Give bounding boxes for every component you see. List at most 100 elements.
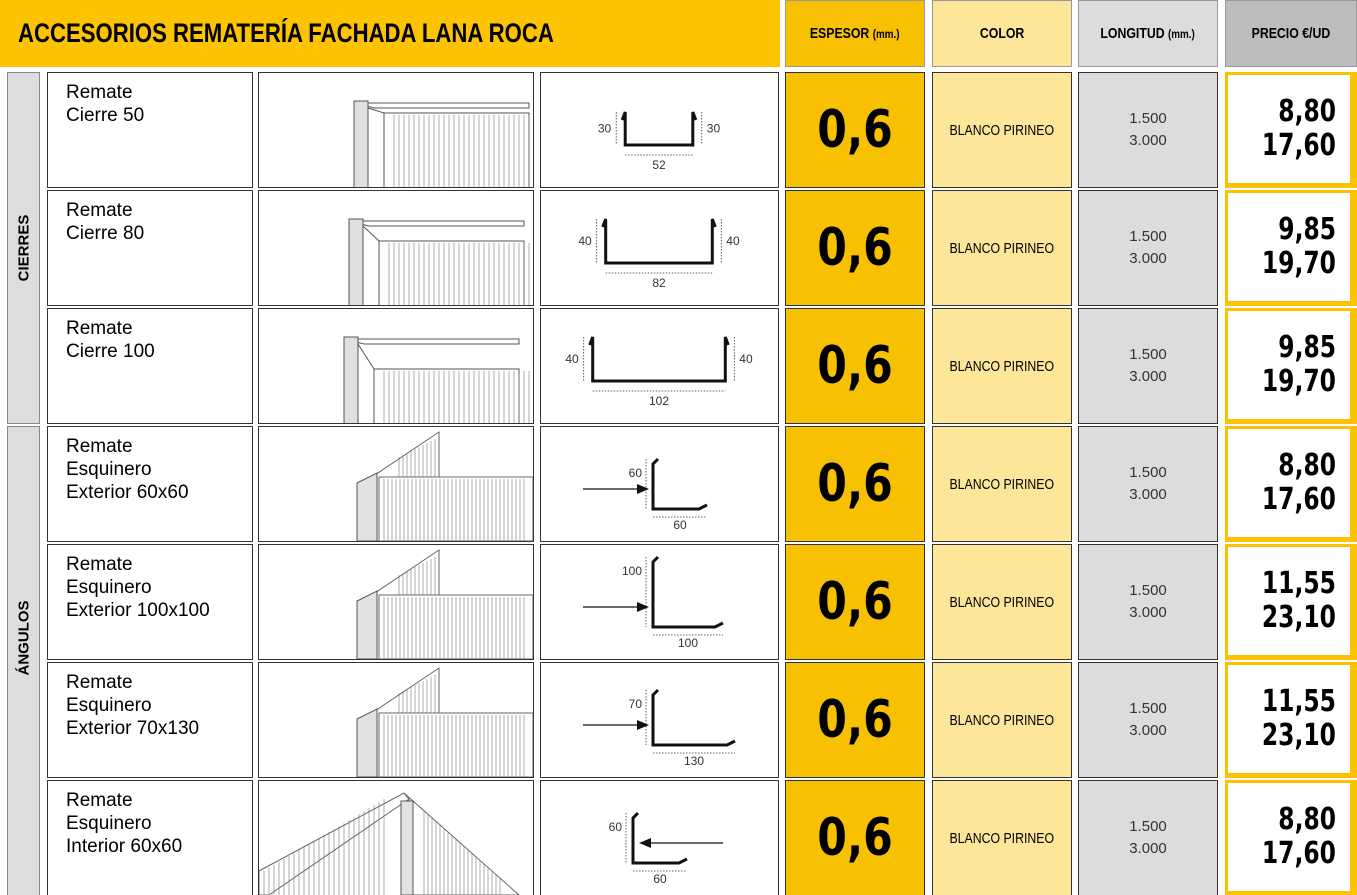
profile-cell: 30 30 52 bbox=[540, 72, 779, 188]
name-cell: Remate Esquinero Exterior 100x100 bbox=[47, 544, 253, 660]
thickness: 0,6 bbox=[817, 808, 893, 868]
column-header: LONGITUD (mm.) bbox=[1078, 0, 1218, 67]
price: 23,10 bbox=[1261, 600, 1336, 635]
image-cell bbox=[258, 426, 534, 542]
profile-drawing: 40 40 82 bbox=[578, 218, 740, 290]
profile bbox=[651, 457, 708, 511]
thickness-cell: 0,6 bbox=[785, 426, 925, 542]
price-cell: 11,55 23,10 bbox=[1225, 544, 1357, 660]
profile-drawing: 30 30 52 bbox=[598, 111, 720, 172]
trim bbox=[353, 100, 369, 187]
product-name-line: Cierre 100 bbox=[66, 341, 155, 362]
profile-cell: 40 40 102 bbox=[540, 308, 779, 424]
column-header-text: PRECIO €/UD bbox=[1252, 25, 1331, 42]
product-name-line: Esquinero bbox=[66, 577, 152, 598]
column-header: COLOR bbox=[932, 0, 1072, 67]
arrow-head bbox=[639, 838, 651, 848]
price: 8,80 bbox=[1278, 94, 1336, 129]
length-cell: 1.500 3.000 bbox=[1078, 544, 1218, 660]
illustration bbox=[356, 667, 533, 777]
thickness: 0,6 bbox=[817, 454, 893, 514]
arrow-head bbox=[637, 720, 649, 730]
dimension-label: 40 bbox=[726, 234, 740, 248]
image-cell bbox=[258, 72, 534, 188]
column-header-text: COLOR bbox=[980, 25, 1024, 42]
column-unit: (mm.) bbox=[1168, 27, 1196, 41]
length: 3.000 bbox=[1129, 722, 1167, 739]
group-band: CIERRES bbox=[7, 72, 40, 424]
length-cell: 1.500 3.000 bbox=[1078, 190, 1218, 306]
length: 1.500 bbox=[1129, 464, 1167, 481]
profile-drawing: 100 100 bbox=[583, 555, 724, 650]
name-cell: Remate Cierre 100 bbox=[47, 308, 253, 424]
price: 17,60 bbox=[1261, 482, 1336, 517]
arrow-head bbox=[637, 484, 649, 494]
image-cell bbox=[258, 544, 534, 660]
trim-edge bbox=[357, 343, 375, 370]
length-cell: 1.500 3.000 bbox=[1078, 308, 1218, 424]
price-cell: 9,85 19,70 bbox=[1225, 190, 1357, 306]
color-cell: BLANCO PIRINEO bbox=[932, 662, 1072, 778]
column-label: ESPESOR bbox=[810, 25, 870, 42]
thickness: 0,6 bbox=[817, 336, 893, 396]
dimension-label: 52 bbox=[652, 158, 666, 172]
color-cell: BLANCO PIRINEO bbox=[932, 190, 1072, 306]
price: 9,85 bbox=[1278, 212, 1336, 247]
thickness-cell: 0,6 bbox=[785, 662, 925, 778]
color-name: BLANCO PIRINEO bbox=[949, 475, 1055, 493]
trim-edge bbox=[362, 225, 380, 242]
name-cell: Remate Esquinero Interior 60x60 bbox=[47, 780, 253, 895]
thickness: 0,6 bbox=[817, 572, 893, 632]
product-name-line: Remate bbox=[66, 554, 133, 575]
dimension-label: 82 bbox=[652, 276, 666, 290]
price: 23,10 bbox=[1261, 718, 1336, 753]
product-name-line: Exterior 70x130 bbox=[66, 718, 200, 739]
thickness: 0,6 bbox=[817, 218, 893, 278]
column-header: ESPESOR (mm.) bbox=[785, 0, 925, 67]
product-name-line: Interior 60x60 bbox=[66, 836, 183, 857]
illustration bbox=[356, 431, 533, 541]
price-cell: 8,80 17,60 bbox=[1225, 72, 1357, 188]
length: 3.000 bbox=[1129, 250, 1167, 267]
thickness-cell: 0,6 bbox=[785, 72, 925, 188]
image-cell bbox=[258, 780, 534, 895]
illustration bbox=[348, 218, 530, 305]
column-unit: (mm.) bbox=[873, 27, 900, 41]
color-name: BLANCO PIRINEO bbox=[949, 357, 1055, 375]
price: 17,60 bbox=[1261, 128, 1336, 163]
length: 3.000 bbox=[1129, 368, 1167, 385]
product-name-line: Exterior 60x60 bbox=[66, 482, 189, 503]
title-bar: ACCESORIOS REMATERÍA FACHADA LANA ROCA bbox=[0, 0, 780, 67]
dimension-label: 40 bbox=[739, 352, 753, 366]
price: 19,70 bbox=[1261, 246, 1336, 281]
image-cell bbox=[258, 662, 534, 778]
name-cell: Remate Esquinero Exterior 70x130 bbox=[47, 662, 253, 778]
product-name-line: Remate bbox=[66, 200, 133, 221]
price: 8,80 bbox=[1278, 802, 1336, 837]
price: 19,70 bbox=[1261, 364, 1336, 399]
profile bbox=[651, 555, 724, 629]
length: 1.500 bbox=[1129, 700, 1167, 717]
arrow-head bbox=[637, 602, 649, 612]
price-cell: 11,55 23,10 bbox=[1225, 662, 1357, 778]
profile-drawing: 60 60 bbox=[609, 811, 723, 886]
product-name-line: Esquinero bbox=[66, 813, 152, 834]
illustration bbox=[356, 549, 533, 659]
length-cell: 1.500 3.000 bbox=[1078, 662, 1218, 778]
price-cell: 9,85 19,70 bbox=[1225, 308, 1357, 424]
corner-trim bbox=[400, 800, 414, 895]
product-name-line: Esquinero bbox=[66, 695, 152, 716]
thickness-cell: 0,6 bbox=[785, 544, 925, 660]
profile bbox=[601, 218, 717, 265]
color-name: BLANCO PIRINEO bbox=[949, 239, 1055, 257]
profile-drawing: 70 130 bbox=[583, 688, 736, 768]
group-label: CIERRES bbox=[15, 214, 32, 282]
column-header: PRECIO €/UD bbox=[1225, 0, 1357, 67]
panel-face bbox=[373, 368, 520, 423]
image-cell bbox=[258, 190, 534, 306]
panel-face bbox=[383, 112, 530, 187]
column-label: LONGITUD bbox=[1100, 25, 1166, 42]
trim bbox=[343, 336, 359, 423]
group-label: ÁNGULOS bbox=[15, 600, 32, 676]
color-cell: BLANCO PIRINEO bbox=[932, 780, 1072, 895]
